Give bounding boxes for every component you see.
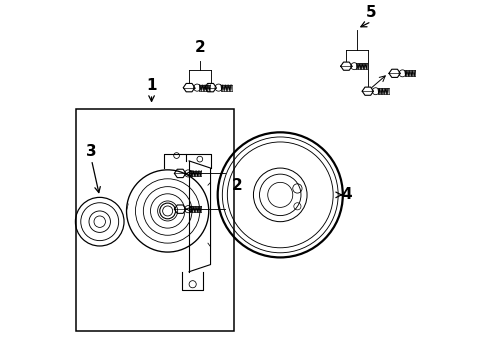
Text: 2: 2 [231, 179, 242, 193]
Text: 3: 3 [86, 144, 97, 159]
Text: 4: 4 [340, 187, 351, 202]
Text: 5: 5 [366, 5, 376, 20]
Text: 1: 1 [146, 78, 157, 93]
Bar [76, 109, 233, 331]
Text: 2: 2 [194, 40, 205, 55]
